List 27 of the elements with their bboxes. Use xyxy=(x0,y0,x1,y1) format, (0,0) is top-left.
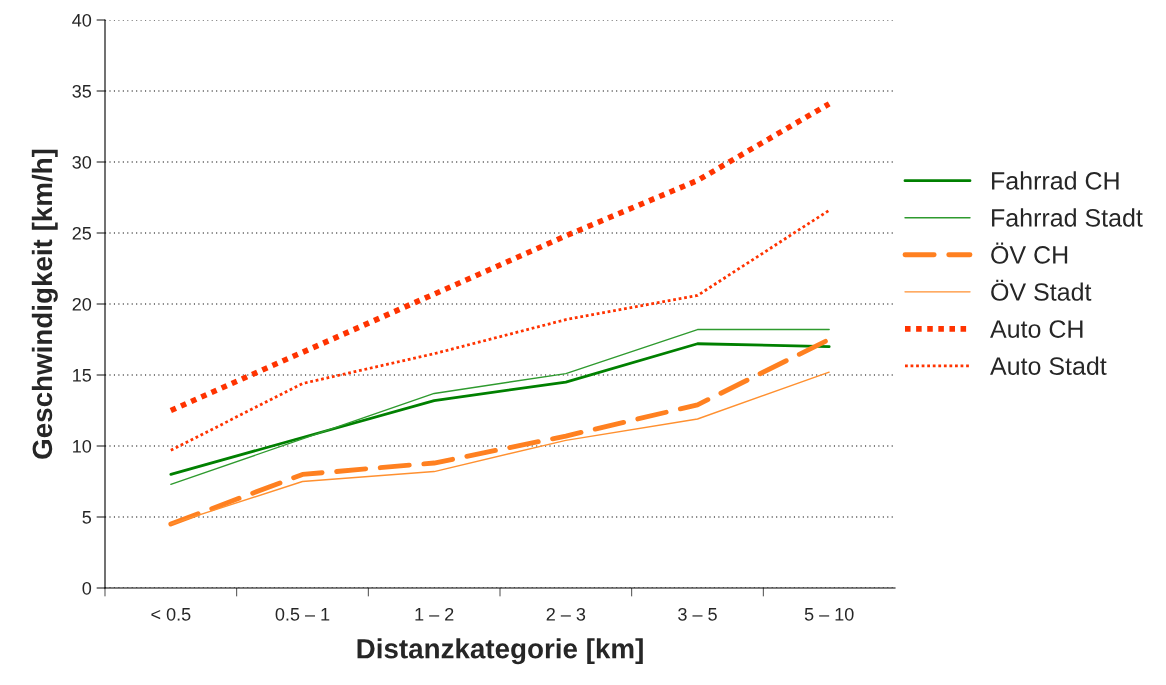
x-tick-label: 0.5 – 1 xyxy=(275,607,330,621)
x-tick-label: 5 – 10 xyxy=(804,607,854,621)
y-tick-label: 0 xyxy=(82,581,92,595)
y-tick-label: 30 xyxy=(72,155,92,169)
y-tick-label: 10 xyxy=(73,439,92,453)
x-tick-label: < 0.5 xyxy=(151,607,191,621)
line-series xyxy=(170,371,830,525)
legend-label: ÖV Stadt xyxy=(991,279,1092,301)
line-series xyxy=(169,342,831,476)
x-tick-label: 3 – 5 xyxy=(678,607,717,621)
y-axis-title: Geschwindigkeit [km/h] xyxy=(31,149,58,459)
legend-label: Fahrrad Stadt xyxy=(992,208,1143,227)
x-tick-label: 2 – 3 xyxy=(546,607,586,621)
line-series xyxy=(169,208,831,452)
y-tick-label: 15 xyxy=(73,369,92,382)
legend-label: Auto Stadt xyxy=(990,356,1107,375)
y-tick-label: 40 xyxy=(72,13,92,27)
legend-label: Auto CH xyxy=(990,320,1083,338)
x-axis-title: Distanzkategorie [km] xyxy=(357,638,643,665)
y-tick-label: 20 xyxy=(72,297,92,311)
y-tick-label: 25 xyxy=(72,226,92,240)
legend-label: Fahrrad CH xyxy=(992,171,1119,190)
legend-label: ÖV CH xyxy=(991,242,1068,264)
y-tick-label: 5 xyxy=(82,511,92,524)
y-tick-label: 35 xyxy=(72,84,92,98)
x-tick-label: 1 – 2 xyxy=(415,607,454,621)
line-series xyxy=(170,328,830,486)
